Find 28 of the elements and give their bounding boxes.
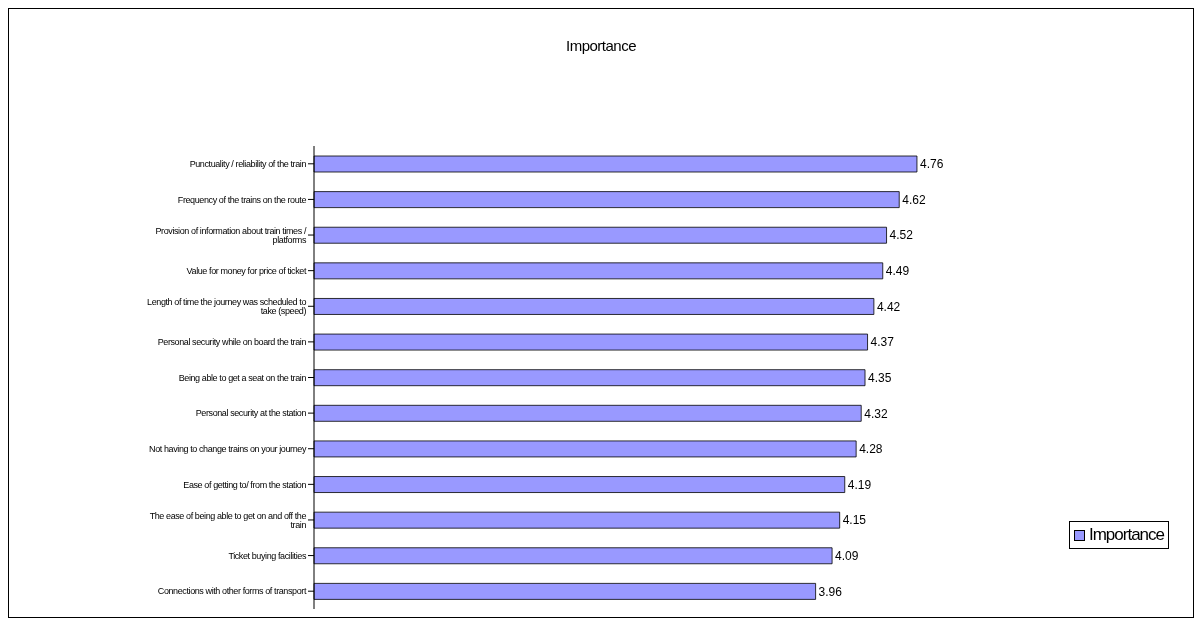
y-tick-label: Punctuality / reliability of the train bbox=[189, 159, 307, 169]
data-label: 4.76 bbox=[919, 157, 944, 172]
data-label: 4.37 bbox=[870, 335, 895, 350]
y-tick-label: The ease of being able to get on and off the train bbox=[149, 510, 307, 530]
y-tick-label: Length of time the journey was scheduled to take (speed) bbox=[147, 296, 307, 316]
legend-label: Importance bbox=[1088, 525, 1164, 545]
y-tick-label: Connections with other forms of transport bbox=[157, 586, 307, 597]
data-label: 4.09 bbox=[835, 549, 859, 564]
y-tick-label: Frequency of the trains on the route bbox=[177, 194, 307, 205]
y-tick-label: Being able to get a seat on the train bbox=[178, 372, 307, 383]
data-label: 4.32 bbox=[864, 406, 888, 421]
y-tick-label: Personal security while on board the train bbox=[157, 337, 307, 348]
data-label: 4.15 bbox=[842, 513, 867, 528]
y-tick-label: Not having to change trains on your journey bbox=[149, 443, 307, 454]
y-tick-label: Ticket buying facilities bbox=[228, 550, 307, 561]
data-label: 4.42 bbox=[876, 299, 901, 314]
data-label: 4.35 bbox=[868, 370, 892, 385]
y-tick-label: Provision of information about train times / platforms bbox=[155, 225, 307, 245]
y-tick-label: Value for money for price of ticket bbox=[186, 265, 307, 276]
data-label: 4.49 bbox=[885, 264, 910, 279]
y-tick-label: Ease of getting to/ from the station bbox=[183, 479, 307, 490]
y-tick-label: Personal security at the station bbox=[195, 408, 307, 419]
chart-title: Importance bbox=[564, 37, 637, 54]
data-label: 3.96 bbox=[818, 584, 843, 599]
data-label: 4.28 bbox=[859, 442, 883, 457]
data-label: 4.62 bbox=[902, 192, 926, 207]
data-label: 4.52 bbox=[889, 228, 914, 243]
data-label: 4.19 bbox=[847, 477, 872, 492]
